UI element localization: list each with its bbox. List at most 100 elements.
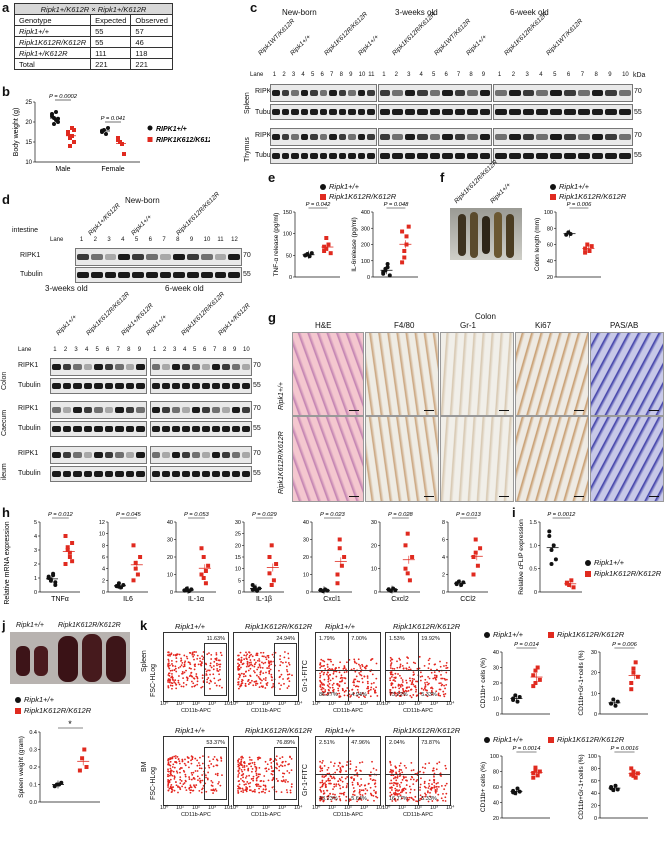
facs-event: [167, 660, 170, 662]
facs-event: [321, 785, 324, 787]
blot-band: [417, 134, 428, 140]
facs-event: [177, 666, 180, 669]
facs-event: [253, 761, 256, 764]
facs-event: [319, 663, 321, 666]
facs-event: [392, 792, 395, 795]
facs-event: [205, 776, 207, 779]
facs-event: [218, 684, 221, 687]
blot-band: [104, 254, 117, 260]
newborn-title: New-born: [125, 196, 160, 205]
gate-percentage: 11.63%: [206, 636, 225, 642]
facs-event: [271, 770, 274, 773]
facs-plot: 76.89%: [233, 736, 299, 806]
stain-label: F4/80: [394, 321, 415, 330]
facs-event: [248, 756, 251, 759]
y-tick-label: 300: [361, 226, 370, 232]
facs-event: [196, 677, 199, 680]
y-tick-label: 20: [591, 804, 597, 810]
facs-event: [281, 756, 284, 758]
x-axis-label: CD11b-APC: [403, 708, 433, 714]
facs-event: [367, 685, 369, 688]
facs-event: [173, 755, 176, 758]
facs-event: [390, 789, 393, 791]
data-point: [51, 571, 56, 576]
facs-event: [405, 776, 407, 779]
facs-event: [424, 786, 427, 789]
facs-event: [216, 772, 219, 775]
facs-header: Ripk1+/+: [325, 622, 356, 631]
facs-event: [181, 760, 184, 762]
facs-event: [263, 775, 266, 777]
data-point: [551, 543, 556, 548]
blot-band: [52, 407, 61, 413]
facs-event: [389, 786, 392, 789]
facs-event: [389, 656, 392, 659]
blot-band: [479, 109, 490, 115]
blot-band: [508, 109, 521, 115]
facs-event: [353, 778, 355, 780]
y-axis-label: Spleen weight (gram): [18, 736, 25, 798]
facs-event: [251, 664, 254, 667]
facs-event: [195, 673, 198, 675]
p-value: P = 0.042: [306, 202, 332, 208]
facs-event: [256, 654, 259, 657]
facs-event: [253, 665, 256, 668]
facs-event: [445, 667, 448, 670]
facs-event: [265, 770, 268, 773]
data-point: [407, 578, 412, 583]
axis-label: Gr-1-FITC: [302, 764, 309, 796]
facs-event: [321, 762, 324, 764]
facs-event: [237, 678, 240, 680]
mw-marker: 70: [253, 450, 261, 457]
row-label: RIPK1: [255, 132, 276, 139]
facs-event: [427, 675, 429, 678]
facs-event: [173, 766, 176, 769]
facs-event: [184, 775, 187, 778]
y-tick-label: 150: [283, 210, 292, 216]
facs-event: [253, 763, 256, 766]
blot-band: [73, 407, 82, 413]
facs-event: [196, 764, 199, 767]
y-tick-label: 30: [167, 538, 173, 544]
facs-event: [167, 784, 169, 787]
facs-event: [433, 775, 435, 778]
facs-event: [167, 672, 170, 675]
facs-event: [241, 679, 244, 682]
data-point: [533, 765, 538, 770]
data-point: [547, 529, 552, 534]
facs-header: Ripk1+/+: [175, 622, 206, 631]
lane-number: 1: [79, 237, 84, 243]
y-tick-label: 20: [303, 555, 309, 561]
data-point: [324, 236, 329, 240]
blot-band: [94, 364, 103, 370]
facs-event: [255, 661, 257, 664]
blot-band: [329, 134, 337, 140]
facs-event: [238, 676, 241, 679]
x-tick-label: 10⁰: [382, 701, 391, 707]
facs-event: [356, 772, 359, 774]
facs-event: [244, 675, 247, 677]
data-point: [46, 574, 51, 579]
facs-event: [197, 779, 199, 782]
facs-event: [321, 690, 324, 693]
facs-event: [398, 784, 401, 786]
facs-event: [179, 762, 181, 765]
facs-event: [327, 685, 330, 688]
blot-band: [338, 153, 347, 159]
facs-event: [206, 778, 209, 781]
facs-event: [372, 767, 375, 770]
facs-event: [403, 787, 406, 790]
facs-event: [327, 676, 330, 678]
facs-event: [253, 670, 255, 672]
facs-event: [240, 768, 243, 771]
facs-event: [172, 770, 175, 773]
facs-event: [363, 675, 366, 678]
facs-event: [265, 767, 268, 770]
facs-event: [399, 663, 402, 666]
blot-band: [162, 471, 170, 477]
facs-event: [249, 659, 252, 661]
lane-number: 10: [358, 72, 366, 78]
facs-event: [444, 678, 447, 681]
facs-event: [390, 793, 393, 796]
data-point: [402, 255, 407, 260]
